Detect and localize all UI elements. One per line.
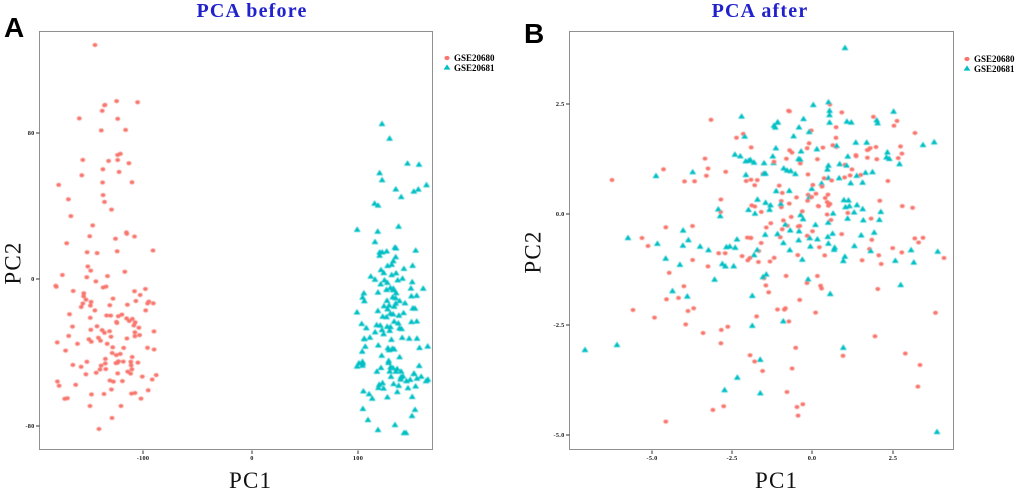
svg-text:-2.5: -2.5 — [727, 455, 738, 462]
svg-text:0: 0 — [250, 455, 253, 462]
svg-text:GSE20680: GSE20680 — [974, 54, 1015, 64]
svg-text:2.5: 2.5 — [889, 455, 898, 462]
svg-text:2.5: 2.5 — [556, 101, 565, 108]
svg-text:-100: -100 — [137, 455, 150, 462]
svg-text:-80: -80 — [25, 423, 34, 430]
svg-text:100: 100 — [353, 455, 363, 462]
svg-text:GSE20681: GSE20681 — [454, 63, 495, 73]
svg-text:0.0: 0.0 — [808, 455, 817, 462]
svg-text:-5.0: -5.0 — [647, 455, 658, 462]
svg-text:GSE20680: GSE20680 — [454, 53, 495, 63]
svg-text:80: 80 — [28, 130, 35, 137]
svg-text:GSE20681: GSE20681 — [974, 64, 1015, 74]
svg-text:0: 0 — [31, 276, 34, 283]
svg-text:-5.0: -5.0 — [554, 432, 565, 439]
svg-text:-2.5: -2.5 — [554, 322, 565, 329]
svg-text:0.0: 0.0 — [556, 211, 565, 218]
